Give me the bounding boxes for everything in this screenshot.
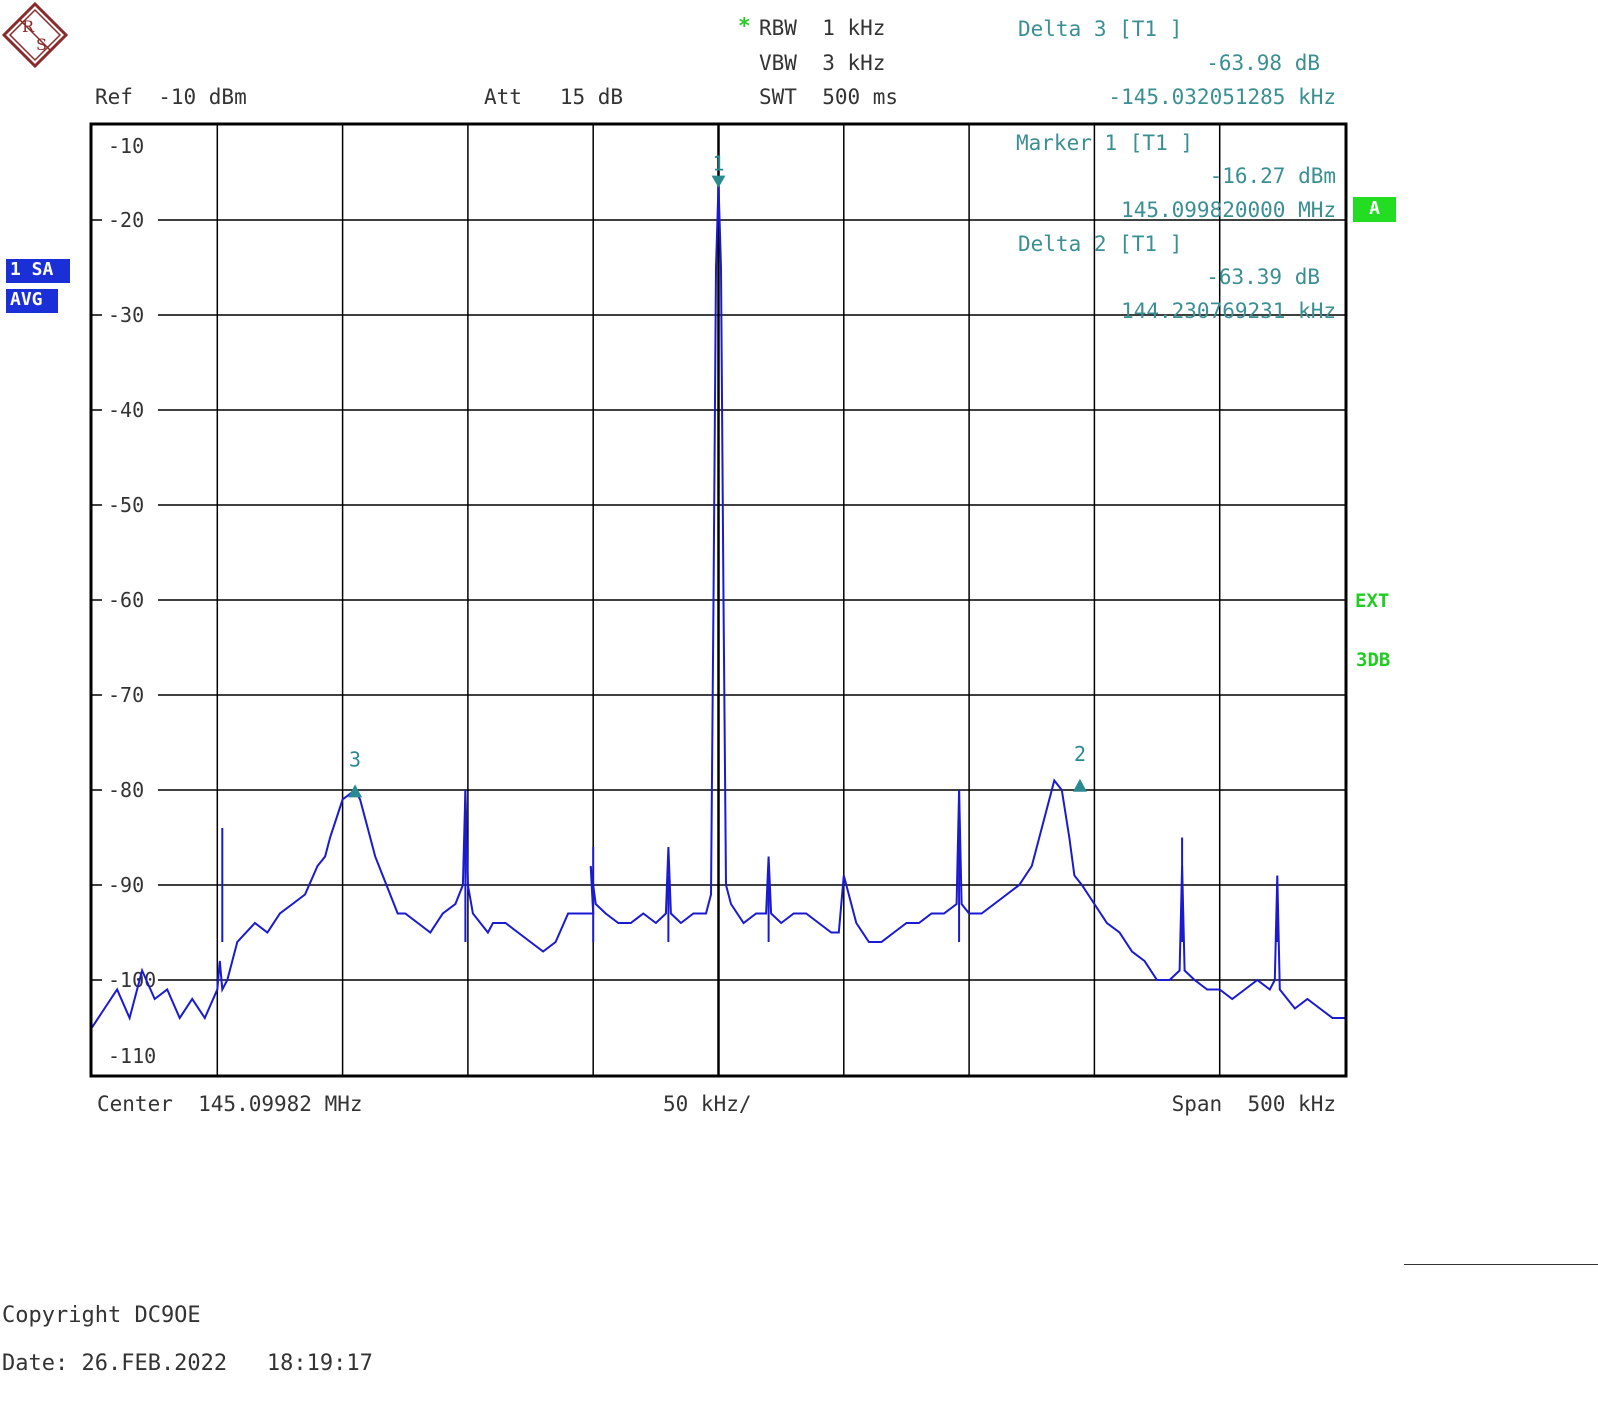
delta2-freq: 144.230769231 kHz bbox=[1121, 299, 1336, 323]
y-tick-bg bbox=[102, 875, 158, 895]
marker1-title: Marker 1 [T1 ] bbox=[1016, 131, 1194, 155]
svg-text:R: R bbox=[22, 17, 35, 36]
y-tick-bg bbox=[102, 305, 158, 325]
span-setting: Span 500 kHz bbox=[1171, 1092, 1336, 1116]
delta3-title: Delta 3 [T1 ] bbox=[1018, 17, 1183, 41]
rs-logo: R S bbox=[2, 2, 68, 68]
marker-3-symbol bbox=[348, 784, 363, 798]
y-tick-label: -110 bbox=[108, 1044, 156, 1068]
trace-badge: 1 SA bbox=[6, 259, 70, 283]
center-frequency: Center 145.09982 MHz bbox=[97, 1092, 363, 1116]
spur-lines bbox=[221, 790, 1279, 942]
sweep-time: SWT 500 ms bbox=[759, 85, 899, 109]
copyright-text: Copyright DC9OE bbox=[2, 1303, 201, 1328]
ext-label: EXT bbox=[1355, 590, 1390, 612]
y-tick-bg bbox=[102, 590, 158, 610]
marker-1-symbol bbox=[711, 175, 726, 188]
y-tick-bg bbox=[102, 400, 158, 420]
delta2-title: Delta 2 [T1 ] bbox=[1018, 232, 1183, 256]
y-tick-label: -100 bbox=[108, 968, 156, 992]
attenuation: Att 15 dB bbox=[484, 85, 624, 109]
marker1-value: -16.27 dBm bbox=[1209, 164, 1336, 188]
y-tick-bg bbox=[102, 210, 158, 230]
marker-1-label: 1 bbox=[713, 152, 725, 176]
y-tick-label: -60 bbox=[108, 588, 144, 612]
y-tick-label: -70 bbox=[108, 683, 144, 707]
y-tick-label: -90 bbox=[108, 873, 144, 897]
footer-rule bbox=[1404, 1264, 1598, 1265]
marker-group: 1 2 3 bbox=[348, 152, 1087, 798]
y-tick-bg bbox=[102, 495, 158, 515]
vbw-setting: VBW 3 kHz bbox=[759, 51, 886, 75]
ref-level: Ref -10 dBm bbox=[95, 85, 247, 109]
marker-2-label: 2 bbox=[1074, 742, 1086, 766]
delta3-freq: -145.032051285 kHz bbox=[1108, 85, 1336, 109]
plot-frame bbox=[89, 122, 1348, 1078]
trace-line bbox=[91, 184, 1345, 1029]
plot-grid bbox=[92, 125, 1345, 1075]
marker-3-label: 3 bbox=[349, 747, 361, 771]
delta3-value: -63.98 dB bbox=[1206, 51, 1320, 75]
rbw-setting: RBW 1 kHz bbox=[759, 16, 886, 40]
date-text: Date: 26.FEB.2022 18:19:17 bbox=[2, 1351, 373, 1376]
y-tick-label: -10 bbox=[108, 134, 144, 158]
avg-badge: AVG bbox=[6, 289, 58, 313]
marker-2-symbol bbox=[1072, 778, 1087, 792]
y-tick-bg bbox=[102, 685, 158, 705]
3db-label: 3DB bbox=[1356, 649, 1391, 671]
rbw-star: * bbox=[738, 14, 751, 38]
y-tick-label: -30 bbox=[108, 303, 144, 327]
delta2-value: -63.39 dB bbox=[1206, 265, 1320, 289]
y-tick-label: -50 bbox=[108, 493, 144, 517]
svg-text:S: S bbox=[36, 35, 47, 54]
y-tick-label: -80 bbox=[108, 778, 144, 802]
a-badge: A bbox=[1353, 197, 1396, 222]
y-tick-labels: -10 -20 -30 -40 -50 -60 -70 -80 -90 -100 -110 bbox=[102, 134, 158, 1068]
y-tick-bg bbox=[102, 780, 158, 800]
division-scale: 50 kHz/ bbox=[663, 1092, 752, 1116]
y-tick-label: -20 bbox=[108, 208, 144, 232]
y-tick-label: -40 bbox=[108, 398, 144, 422]
marker1-freq: 145.099820000 MHz bbox=[1121, 198, 1336, 222]
